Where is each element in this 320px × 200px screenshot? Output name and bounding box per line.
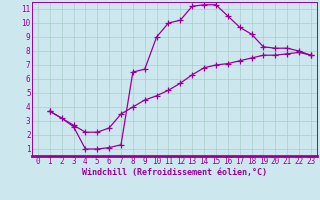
X-axis label: Windchill (Refroidissement éolien,°C): Windchill (Refroidissement éolien,°C)	[82, 168, 267, 177]
